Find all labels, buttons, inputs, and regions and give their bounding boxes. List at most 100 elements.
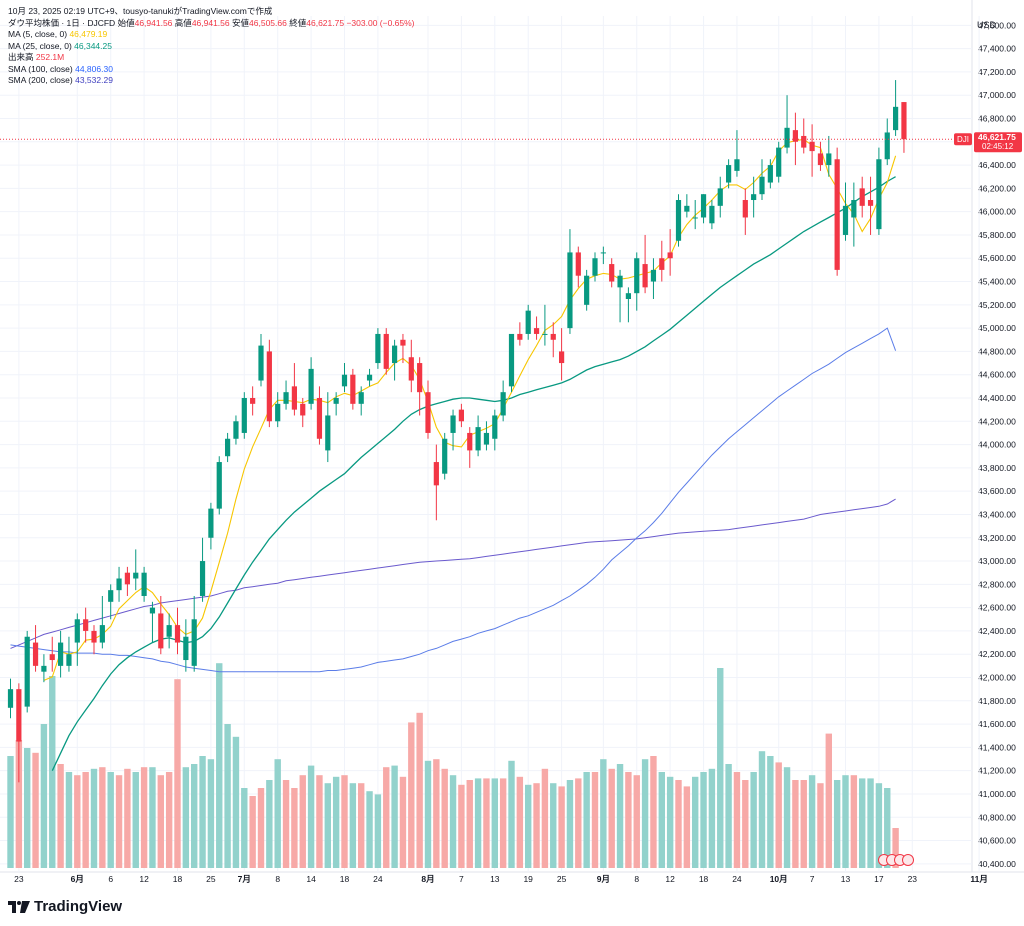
candle — [392, 339, 398, 381]
candle — [149, 601, 156, 643]
volume-bar — [341, 775, 348, 868]
x-tick-label: 19 — [523, 874, 533, 884]
indicator-sma100[interactable]: SMA (100, close) 44,806.30 — [8, 64, 415, 76]
candle-body — [625, 293, 631, 300]
candle — [108, 584, 114, 620]
volume-bar — [558, 786, 565, 868]
y-tick-label: 43,200.00 — [978, 533, 1016, 543]
candle-body — [400, 339, 406, 346]
x-tick-label: 12 — [139, 874, 149, 884]
candle-body — [24, 636, 30, 707]
candle — [350, 368, 356, 410]
volume-bar — [57, 764, 64, 868]
candle — [659, 240, 665, 282]
volume-bar — [508, 760, 515, 868]
volume-bar — [232, 736, 240, 868]
x-tick-label: 7月 — [238, 874, 251, 884]
volume-bar — [808, 775, 816, 868]
indicator-value: 46,344.25 — [74, 40, 112, 51]
candle — [425, 380, 431, 439]
candle-body — [141, 572, 147, 596]
candle-body — [66, 654, 72, 666]
indicator-ma25[interactable]: MA (25, close, 0) 46,344.25 — [8, 41, 415, 53]
volume-bar — [332, 776, 340, 868]
candle-body — [650, 269, 657, 282]
volume-bar — [49, 676, 56, 868]
volume-bar — [299, 775, 306, 868]
volume-bar — [641, 759, 649, 868]
candle — [358, 386, 364, 416]
volume-bar — [224, 724, 231, 868]
candle-body — [567, 252, 573, 329]
volume-bar — [591, 772, 599, 868]
candle — [809, 124, 815, 177]
y-tick-label: 40,400.00 — [978, 859, 1016, 869]
candle-body — [358, 392, 364, 404]
volume-bar — [132, 772, 139, 868]
y-tick-label: 47,600.00 — [978, 20, 1016, 30]
candle — [408, 339, 414, 393]
candle — [133, 549, 139, 591]
x-tick-label: 18 — [699, 874, 709, 884]
candle — [634, 252, 640, 311]
candle-body — [784, 127, 790, 148]
y-tick-label: 43,600.00 — [978, 486, 1016, 496]
x-tick-label: 13 — [841, 874, 851, 884]
indicator-sma200[interactable]: SMA (200, close) 43,532.29 — [8, 75, 415, 87]
candle — [58, 630, 64, 678]
candle-body — [859, 188, 865, 206]
candle — [575, 246, 581, 288]
indicator-label: SMA (100, close) — [8, 63, 73, 74]
volume-bar — [499, 778, 507, 868]
volume-bar — [550, 783, 557, 868]
volume-bar — [40, 724, 48, 868]
volume-bar — [174, 679, 181, 868]
y-tick-label: 47,200.00 — [978, 67, 1016, 77]
candle — [325, 392, 331, 463]
y-tick-label: 42,000.00 — [978, 673, 1016, 683]
y-tick-label: 46,400.00 — [978, 160, 1016, 170]
candle — [717, 176, 723, 218]
candle — [16, 683, 22, 783]
candle-body — [166, 625, 172, 637]
candle-body — [392, 345, 398, 364]
y-tick-label: 40,800.00 — [978, 812, 1016, 822]
candle-body — [417, 363, 423, 393]
volume-bar — [875, 783, 883, 868]
candle-body — [726, 165, 732, 183]
candle — [508, 333, 515, 393]
candle-body — [158, 613, 164, 649]
volume-bar — [775, 762, 782, 868]
candle — [692, 200, 698, 230]
volume-bar — [249, 796, 256, 868]
candle-body — [751, 194, 757, 201]
volume-bar — [274, 759, 281, 868]
candle-body — [834, 159, 840, 270]
y-tick-label: 45,600.00 — [978, 253, 1016, 263]
x-tick-label: 6月 — [71, 874, 84, 884]
legend-title-line: 10月 23, 2025 02:19 UTC+9、tousyo-tanukiがT… — [8, 6, 415, 18]
volume-bar — [433, 759, 440, 868]
volume-bar — [742, 780, 749, 868]
volume-bar — [165, 772, 173, 868]
event-flag-icon[interactable] — [902, 854, 914, 866]
brand-name: TradingView — [34, 898, 123, 915]
volume-bar — [792, 780, 799, 868]
indicator-ma5[interactable]: MA (5, close, 0) 46,479.19 — [8, 29, 415, 41]
candle-body — [300, 403, 306, 416]
event-markers[interactable] — [878, 854, 914, 866]
candle-body — [759, 176, 765, 195]
volume-bar — [633, 775, 640, 868]
candle — [99, 595, 105, 649]
candle-body — [450, 415, 456, 433]
candle-body — [634, 258, 640, 294]
y-tick-label: 44,600.00 — [978, 370, 1016, 380]
price-tag-box — [974, 132, 1022, 153]
indicator-volume[interactable]: 出来高 252.1M — [8, 52, 415, 64]
candle — [650, 258, 657, 300]
currency-label[interactable]: USD — [977, 20, 997, 30]
volume-bar — [324, 783, 331, 868]
candle — [617, 269, 623, 323]
volume-bar — [316, 775, 323, 868]
